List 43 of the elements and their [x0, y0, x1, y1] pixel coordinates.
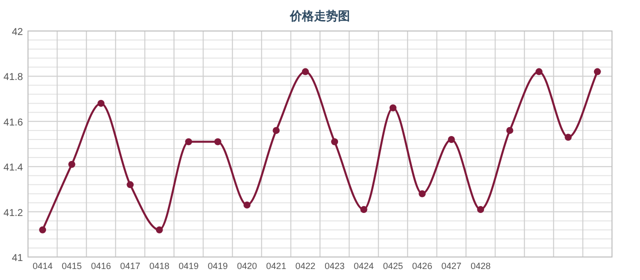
- x-tick-label: 0419: [208, 261, 228, 271]
- x-tick-label: 0428: [470, 261, 491, 271]
- x-tick-label: 0420: [236, 261, 258, 271]
- point: [98, 100, 104, 107]
- x-tick-label: 0418: [149, 261, 170, 271]
- x-tick-label: 0427: [441, 261, 462, 271]
- point: [448, 136, 455, 143]
- point: [506, 126, 514, 134]
- point: [331, 138, 338, 146]
- point: [302, 68, 309, 76]
- point: [185, 138, 192, 146]
- y-tick-label: 42: [12, 27, 24, 38]
- x-tick-label: 0414: [32, 261, 53, 271]
- point: [390, 104, 396, 112]
- x-tick-label: 0416: [90, 261, 112, 271]
- point: [360, 206, 368, 214]
- point: [39, 226, 46, 234]
- point: [418, 190, 426, 198]
- x-tick-label: 0417: [120, 261, 140, 271]
- point: [564, 134, 572, 141]
- x-tick-label: 0423: [324, 261, 345, 271]
- x-tick-label: 0426: [412, 261, 432, 271]
- x-tick-label: 0419: [178, 261, 199, 271]
- point: [594, 68, 601, 76]
- chart-title: 价格走势图: [289, 9, 350, 23]
- point: [126, 181, 134, 188]
- y-tick-label: 41.6: [4, 117, 24, 128]
- x-tick-label: 0421: [266, 261, 286, 271]
- point: [68, 160, 76, 168]
- x-tick-label: 0425: [382, 261, 404, 271]
- x-tick-label: 0424: [354, 261, 374, 271]
- point: [214, 138, 222, 146]
- point: [244, 202, 250, 209]
- y-tick-label: 41.8: [4, 72, 24, 84]
- y-tick-label: 41.4: [4, 162, 24, 174]
- point: [536, 68, 542, 76]
- point: [272, 126, 280, 134]
- y-tick-label: 41: [12, 253, 24, 264]
- y-tick-label: 41.2: [4, 208, 24, 219]
- x-tick-label: 0415: [62, 261, 82, 271]
- point: [156, 226, 163, 234]
- point: [477, 206, 484, 214]
- x-tick-label: 0422: [295, 261, 316, 271]
